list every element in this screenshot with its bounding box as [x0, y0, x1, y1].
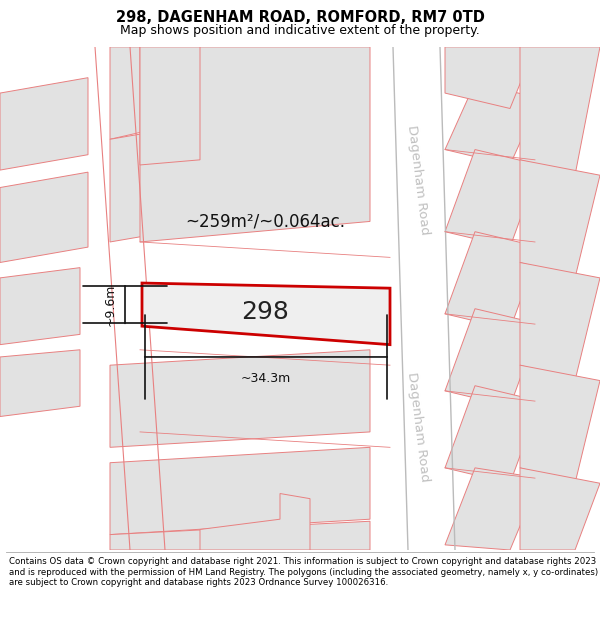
Polygon shape [520, 468, 600, 550]
Polygon shape [0, 350, 80, 416]
Polygon shape [520, 160, 600, 278]
Polygon shape [0, 268, 80, 344]
Polygon shape [445, 468, 540, 550]
Polygon shape [0, 172, 88, 262]
Polygon shape [445, 47, 535, 109]
Polygon shape [110, 124, 200, 242]
Polygon shape [445, 386, 540, 483]
Polygon shape [445, 309, 540, 406]
Polygon shape [110, 47, 200, 139]
Polygon shape [140, 47, 200, 165]
Text: ~259m²/~0.064ac.: ~259m²/~0.064ac. [185, 213, 345, 231]
Text: Dagenham Road: Dagenham Road [405, 125, 431, 236]
Text: ~9.6m: ~9.6m [104, 283, 117, 326]
Polygon shape [110, 448, 370, 534]
Polygon shape [520, 47, 600, 175]
Text: Contains OS data © Crown copyright and database right 2021. This information is : Contains OS data © Crown copyright and d… [9, 558, 598, 588]
Polygon shape [445, 82, 540, 165]
Text: Dagenham Road: Dagenham Road [405, 371, 431, 482]
Text: ~34.3m: ~34.3m [241, 372, 291, 386]
Text: Map shows position and indicative extent of the property.: Map shows position and indicative extent… [120, 24, 480, 36]
Polygon shape [0, 78, 88, 170]
Polygon shape [520, 365, 600, 483]
Polygon shape [200, 494, 310, 550]
Polygon shape [520, 262, 600, 381]
Text: 298: 298 [241, 300, 289, 324]
Polygon shape [445, 149, 540, 247]
Polygon shape [110, 521, 370, 550]
Polygon shape [110, 350, 370, 448]
Text: 298, DAGENHAM ROAD, ROMFORD, RM7 0TD: 298, DAGENHAM ROAD, ROMFORD, RM7 0TD [116, 10, 484, 25]
Polygon shape [142, 283, 390, 344]
Polygon shape [445, 232, 540, 329]
Polygon shape [140, 47, 370, 242]
